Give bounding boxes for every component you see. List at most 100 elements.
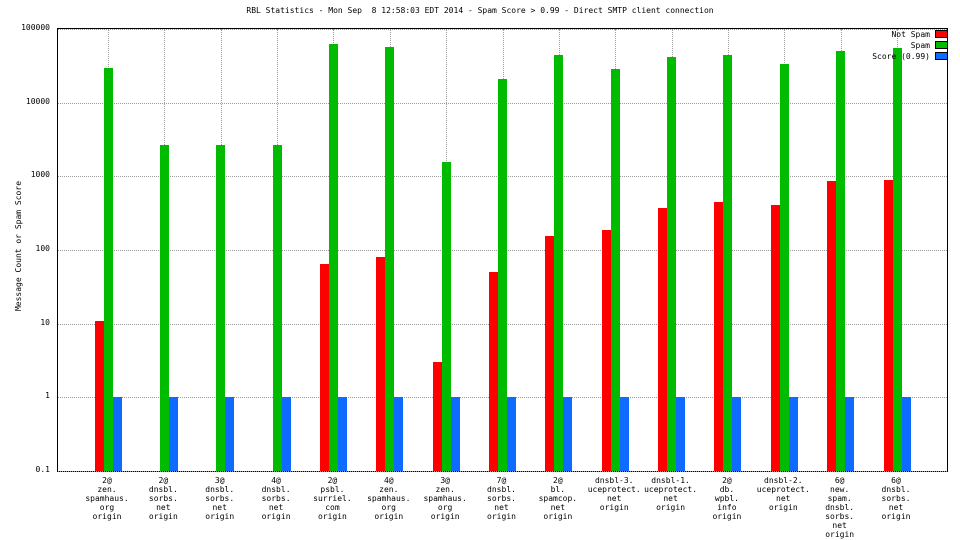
x-axis-label-line: 6@ bbox=[834, 476, 845, 485]
bar-score-0-99 bbox=[619, 397, 629, 471]
bar-score-0-99 bbox=[845, 397, 855, 471]
y-axis-tick-label: 1 bbox=[45, 391, 50, 401]
legend-swatch-not-spam bbox=[935, 30, 948, 38]
x-axis-label-line: net bbox=[212, 503, 227, 512]
y-axis-tick-label: 10 bbox=[40, 317, 50, 327]
x-axis-label-line: dnsbl-3. bbox=[594, 476, 634, 485]
bar-spam bbox=[103, 67, 113, 471]
bar-spam bbox=[216, 145, 226, 471]
x-axis-label-line: net bbox=[888, 503, 904, 512]
x-axis-label-line: net bbox=[494, 503, 509, 512]
x-axis-label: 4@ zen. spamhaus. org origin bbox=[359, 476, 419, 521]
x-axis-label-line: 6@ bbox=[891, 476, 901, 485]
bar-spam bbox=[779, 63, 789, 471]
legend-entry-spam: Spam bbox=[872, 40, 948, 50]
horizontal-gridline bbox=[58, 471, 947, 472]
bar-score-0-99 bbox=[281, 397, 291, 471]
x-axis-label-line: 3@ bbox=[440, 476, 450, 485]
x-axis-label-line: sorbs. bbox=[261, 494, 291, 503]
x-axis-label: 2@ db. wpbl. info origin bbox=[697, 476, 757, 521]
x-axis-label: 2@ zen. spamhaus. org origin bbox=[77, 476, 137, 521]
bar-spam bbox=[610, 68, 620, 471]
x-axis-label: 2@ dnsbl. sorbs. net origin bbox=[133, 476, 193, 521]
x-axis-label-line: net bbox=[550, 503, 566, 512]
bar-score-0-99 bbox=[676, 397, 686, 471]
x-axis-label-line: uceprotect. bbox=[644, 485, 698, 494]
x-axis-label-line: 2@ bbox=[722, 476, 732, 485]
x-axis-label-line: origin bbox=[92, 512, 122, 521]
x-axis-label-line: info bbox=[717, 503, 737, 512]
x-axis-label-line: sorbs. bbox=[487, 494, 516, 503]
x-axis-label-line: bl. bbox=[550, 485, 566, 494]
x-axis-label-line: origin bbox=[487, 512, 516, 521]
x-axis-label: 7@ dnsbl. sorbs. net origin bbox=[472, 476, 532, 521]
x-axis-label: 6@ dnsbl. sorbs. net origin bbox=[866, 476, 926, 521]
x-axis-label-line: org bbox=[99, 503, 115, 512]
x-axis-label-line: origin bbox=[430, 512, 460, 521]
x-axis-label-line: surriel. bbox=[313, 494, 352, 503]
x-axis-label-line: com bbox=[325, 503, 340, 512]
bar-score-0-99 bbox=[337, 397, 347, 471]
legend-label: Not Spam bbox=[891, 29, 930, 39]
bar-score-0-99 bbox=[901, 397, 911, 471]
x-axis-label: 2@ psbl. surriel. com origin bbox=[302, 476, 362, 521]
legend: Not Spam Spam Score (0.99) bbox=[872, 29, 948, 62]
bar-score-0-99 bbox=[563, 397, 573, 471]
legend-swatch-spam bbox=[935, 41, 948, 49]
x-axis-label-line: wpbl. bbox=[714, 494, 739, 503]
x-axis-label-line: spam. bbox=[827, 494, 852, 503]
bar-score-0-99 bbox=[788, 397, 798, 471]
bar-not-spam bbox=[827, 180, 837, 471]
x-axis-label: 3@ zen. spamhaus. org origin bbox=[415, 476, 475, 521]
bar-spam bbox=[272, 144, 282, 471]
x-axis-label-line: net bbox=[663, 494, 678, 503]
x-axis-label-line: dnsbl. bbox=[881, 485, 911, 494]
bar-spam bbox=[554, 54, 564, 471]
bar-spam bbox=[498, 78, 507, 471]
x-axis-label-line: dnsbl. bbox=[148, 485, 178, 494]
x-axis-label-line: spamhaus. bbox=[367, 494, 411, 503]
x-axis-label: dnsbl-2. uceprotect. net origin bbox=[753, 476, 813, 512]
x-axis-label-line: sorbs. bbox=[148, 494, 178, 503]
x-axis-label: dnsbl-3. uceprotect. net origin bbox=[584, 476, 644, 512]
bar-not-spam bbox=[601, 230, 611, 471]
x-axis-label-line: sorbs. bbox=[825, 512, 855, 521]
x-axis-label-line: origin bbox=[712, 512, 742, 521]
x-axis-label-line: net bbox=[156, 503, 171, 512]
y-axis-tick-label: 0.1 bbox=[35, 465, 50, 474]
bar-not-spam bbox=[432, 362, 442, 471]
bar-not-spam bbox=[714, 201, 724, 471]
x-axis-label-line: origin bbox=[825, 530, 855, 539]
plot-area bbox=[57, 28, 948, 472]
x-axis-label-line: 2@ bbox=[327, 476, 338, 485]
legend-label: Spam bbox=[910, 40, 930, 50]
x-axis-label-line: spamhaus. bbox=[423, 494, 467, 503]
x-axis-label-line: dnsbl-2. bbox=[764, 476, 803, 485]
x-axis-label-line: psbl. bbox=[320, 485, 345, 494]
bar-not-spam bbox=[545, 235, 555, 471]
x-axis-label-line: 4@ bbox=[271, 476, 281, 485]
x-axis-label-line: uceprotect. bbox=[587, 485, 641, 494]
x-axis-label-line: origin bbox=[317, 512, 347, 521]
x-axis-label-line: dnsbl. bbox=[261, 485, 291, 494]
x-axis-label-line: zen. bbox=[97, 485, 117, 494]
x-axis-label-line: dnsbl-1. bbox=[651, 476, 690, 485]
x-axis-label-line: dnsbl. bbox=[487, 485, 516, 494]
bar-spam bbox=[385, 46, 395, 471]
x-axis-label-line: origin bbox=[261, 512, 291, 521]
bar-spam bbox=[328, 44, 338, 471]
x-axis-label-line: dnsbl. bbox=[205, 485, 235, 494]
x-axis-label-line: origin bbox=[543, 512, 573, 521]
y-axis-tick-label: 1000 bbox=[30, 170, 50, 180]
bar-spam bbox=[892, 48, 902, 471]
bar-score-0-99 bbox=[112, 397, 122, 471]
bar-not-spam bbox=[489, 272, 498, 471]
x-axis-label: 2@ bl. spamcop. net origin bbox=[528, 476, 588, 521]
bar-not-spam bbox=[94, 320, 104, 471]
bar-score-0-99 bbox=[450, 397, 460, 471]
x-axis-label-line: sorbs. bbox=[881, 494, 911, 503]
x-axis-label-line: 3@ bbox=[214, 476, 225, 485]
bar-spam bbox=[723, 55, 733, 471]
bar-not-spam bbox=[883, 180, 893, 471]
